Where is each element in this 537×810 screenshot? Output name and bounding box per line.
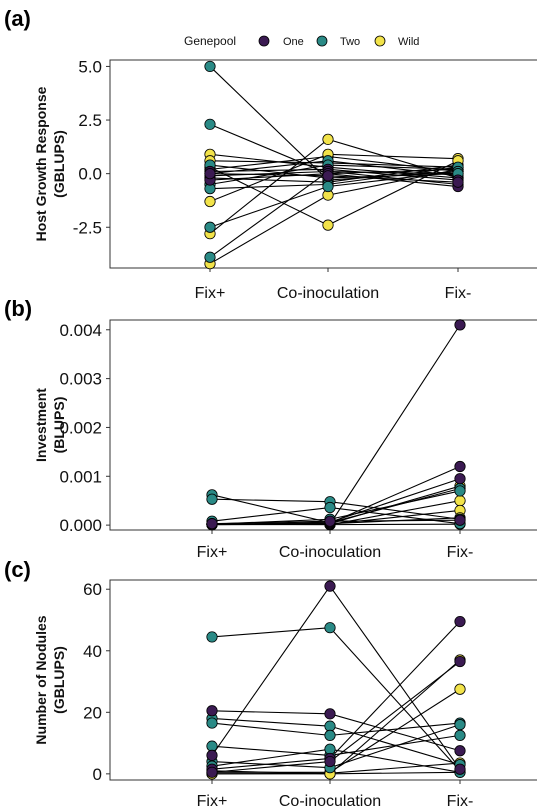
- y-tick-label: 0.004: [59, 321, 102, 340]
- data-point-one: [206, 749, 218, 761]
- data-point-wild: [204, 195, 216, 208]
- data-point-two: [454, 485, 466, 497]
- y-tick-label: 60: [83, 580, 102, 599]
- legend: Genepool One Two Wild: [184, 34, 419, 48]
- series-line: [211, 498, 461, 520]
- y-axis-title: Number of Nodules (GBLUPS): [33, 615, 67, 744]
- data-point-one: [206, 705, 218, 717]
- legend-title: Genepool: [184, 34, 236, 48]
- y-tick-label: 0.003: [59, 370, 102, 389]
- y-tick-label: 0.002: [59, 418, 102, 437]
- y-tick-label: 2.5: [78, 111, 102, 130]
- plot-frame: [109, 59, 537, 269]
- x-tick-label: Co-inoculation: [279, 793, 381, 810]
- data-point-wild: [322, 219, 334, 231]
- data-point-one: [454, 763, 466, 775]
- y-tick-label: 0.001: [59, 467, 102, 486]
- data-point-wild: [454, 495, 466, 507]
- series-line: [211, 324, 461, 525]
- x-tick-label: Fix+: [197, 544, 228, 561]
- series-line: [211, 585, 461, 770]
- plot-frame: [109, 319, 537, 531]
- y-tick-label: 20: [83, 703, 102, 722]
- data-point-two: [322, 180, 334, 193]
- y-tick-label: 0: [93, 765, 102, 784]
- data-point-one: [324, 515, 336, 527]
- data-point-two: [324, 622, 336, 634]
- data-point-two: [454, 719, 466, 731]
- chart-panel-b: 0.004 0.003 0.002 0.001 0.000 Fix+ Co-inoculat…: [33, 319, 537, 561]
- legend-swatch-wild: [374, 35, 386, 47]
- data-point-two: [204, 251, 216, 263]
- x-tick-label: Co-inoculation: [279, 544, 381, 561]
- data-point-two: [324, 729, 336, 741]
- x-tick-label: Fix+: [195, 285, 226, 302]
- data-point-one: [454, 460, 466, 473]
- data-point-one: [454, 319, 466, 331]
- data-point-one: [454, 615, 466, 628]
- data-point-one: [206, 766, 218, 778]
- data-point-two: [204, 60, 216, 73]
- data-point-one: [452, 176, 464, 188]
- data-point-one: [454, 473, 466, 485]
- data-point-wild: [454, 683, 466, 695]
- data-point-one: [206, 518, 218, 530]
- chart-panel-a: 5.0 2.5 0.0 -2.5 Fix+ Co-inoculation Fix- Host …: [33, 57, 537, 302]
- data-point-two: [204, 221, 216, 233]
- x-tick-label: Fix-: [445, 285, 472, 302]
- data-point-one: [324, 708, 336, 720]
- data-point-one: [322, 170, 334, 182]
- y-tick-label: 40: [83, 642, 102, 661]
- y-tick-label: 5.0: [78, 57, 102, 76]
- data-point-one: [454, 745, 466, 757]
- data-point-one: [204, 168, 216, 180]
- data-point-one: [454, 655, 466, 668]
- data-point-one: [324, 580, 336, 592]
- x-tick-label: Co-inoculation: [277, 285, 379, 302]
- legend-label-one: One: [283, 36, 304, 48]
- data-point-two: [206, 717, 218, 729]
- data-point-two: [204, 118, 216, 130]
- x-tick-label: Fix-: [447, 793, 474, 810]
- data-point-two: [454, 729, 466, 741]
- chart-panel-c: 60 40 20 0 Fix+ Co-inoculation Fix- Number of N…: [33, 579, 537, 810]
- y-tick-label: 0.0: [78, 165, 102, 184]
- legend-label-wild: Wild: [398, 36, 419, 48]
- x-tick-label: Fix+: [197, 793, 228, 810]
- panel-letter-a: (a): [4, 6, 31, 31]
- series-line: [211, 621, 461, 770]
- y-tick-label: -2.5: [73, 218, 102, 237]
- legend-swatch-two: [316, 35, 328, 47]
- data-point-two: [324, 501, 336, 514]
- y-tick-label: 0.000: [59, 516, 102, 535]
- plot-frame: [109, 579, 537, 781]
- data-point-one: [454, 514, 466, 526]
- legend-swatch-one: [258, 35, 270, 47]
- y-axis-title: Investment (BLUPS): [33, 388, 67, 462]
- legend-label-two: Two: [340, 36, 360, 48]
- data-point-one: [324, 755, 336, 768]
- data-point-two: [206, 631, 218, 643]
- x-tick-label: Fix-: [447, 544, 474, 561]
- y-axis-title: Host Growth Response (GBLUPS): [33, 86, 67, 241]
- data-point-two: [206, 493, 218, 505]
- panel-letter-c: (c): [4, 557, 31, 582]
- panel-letter-b: (b): [4, 296, 32, 321]
- data-point-wild: [322, 133, 334, 145]
